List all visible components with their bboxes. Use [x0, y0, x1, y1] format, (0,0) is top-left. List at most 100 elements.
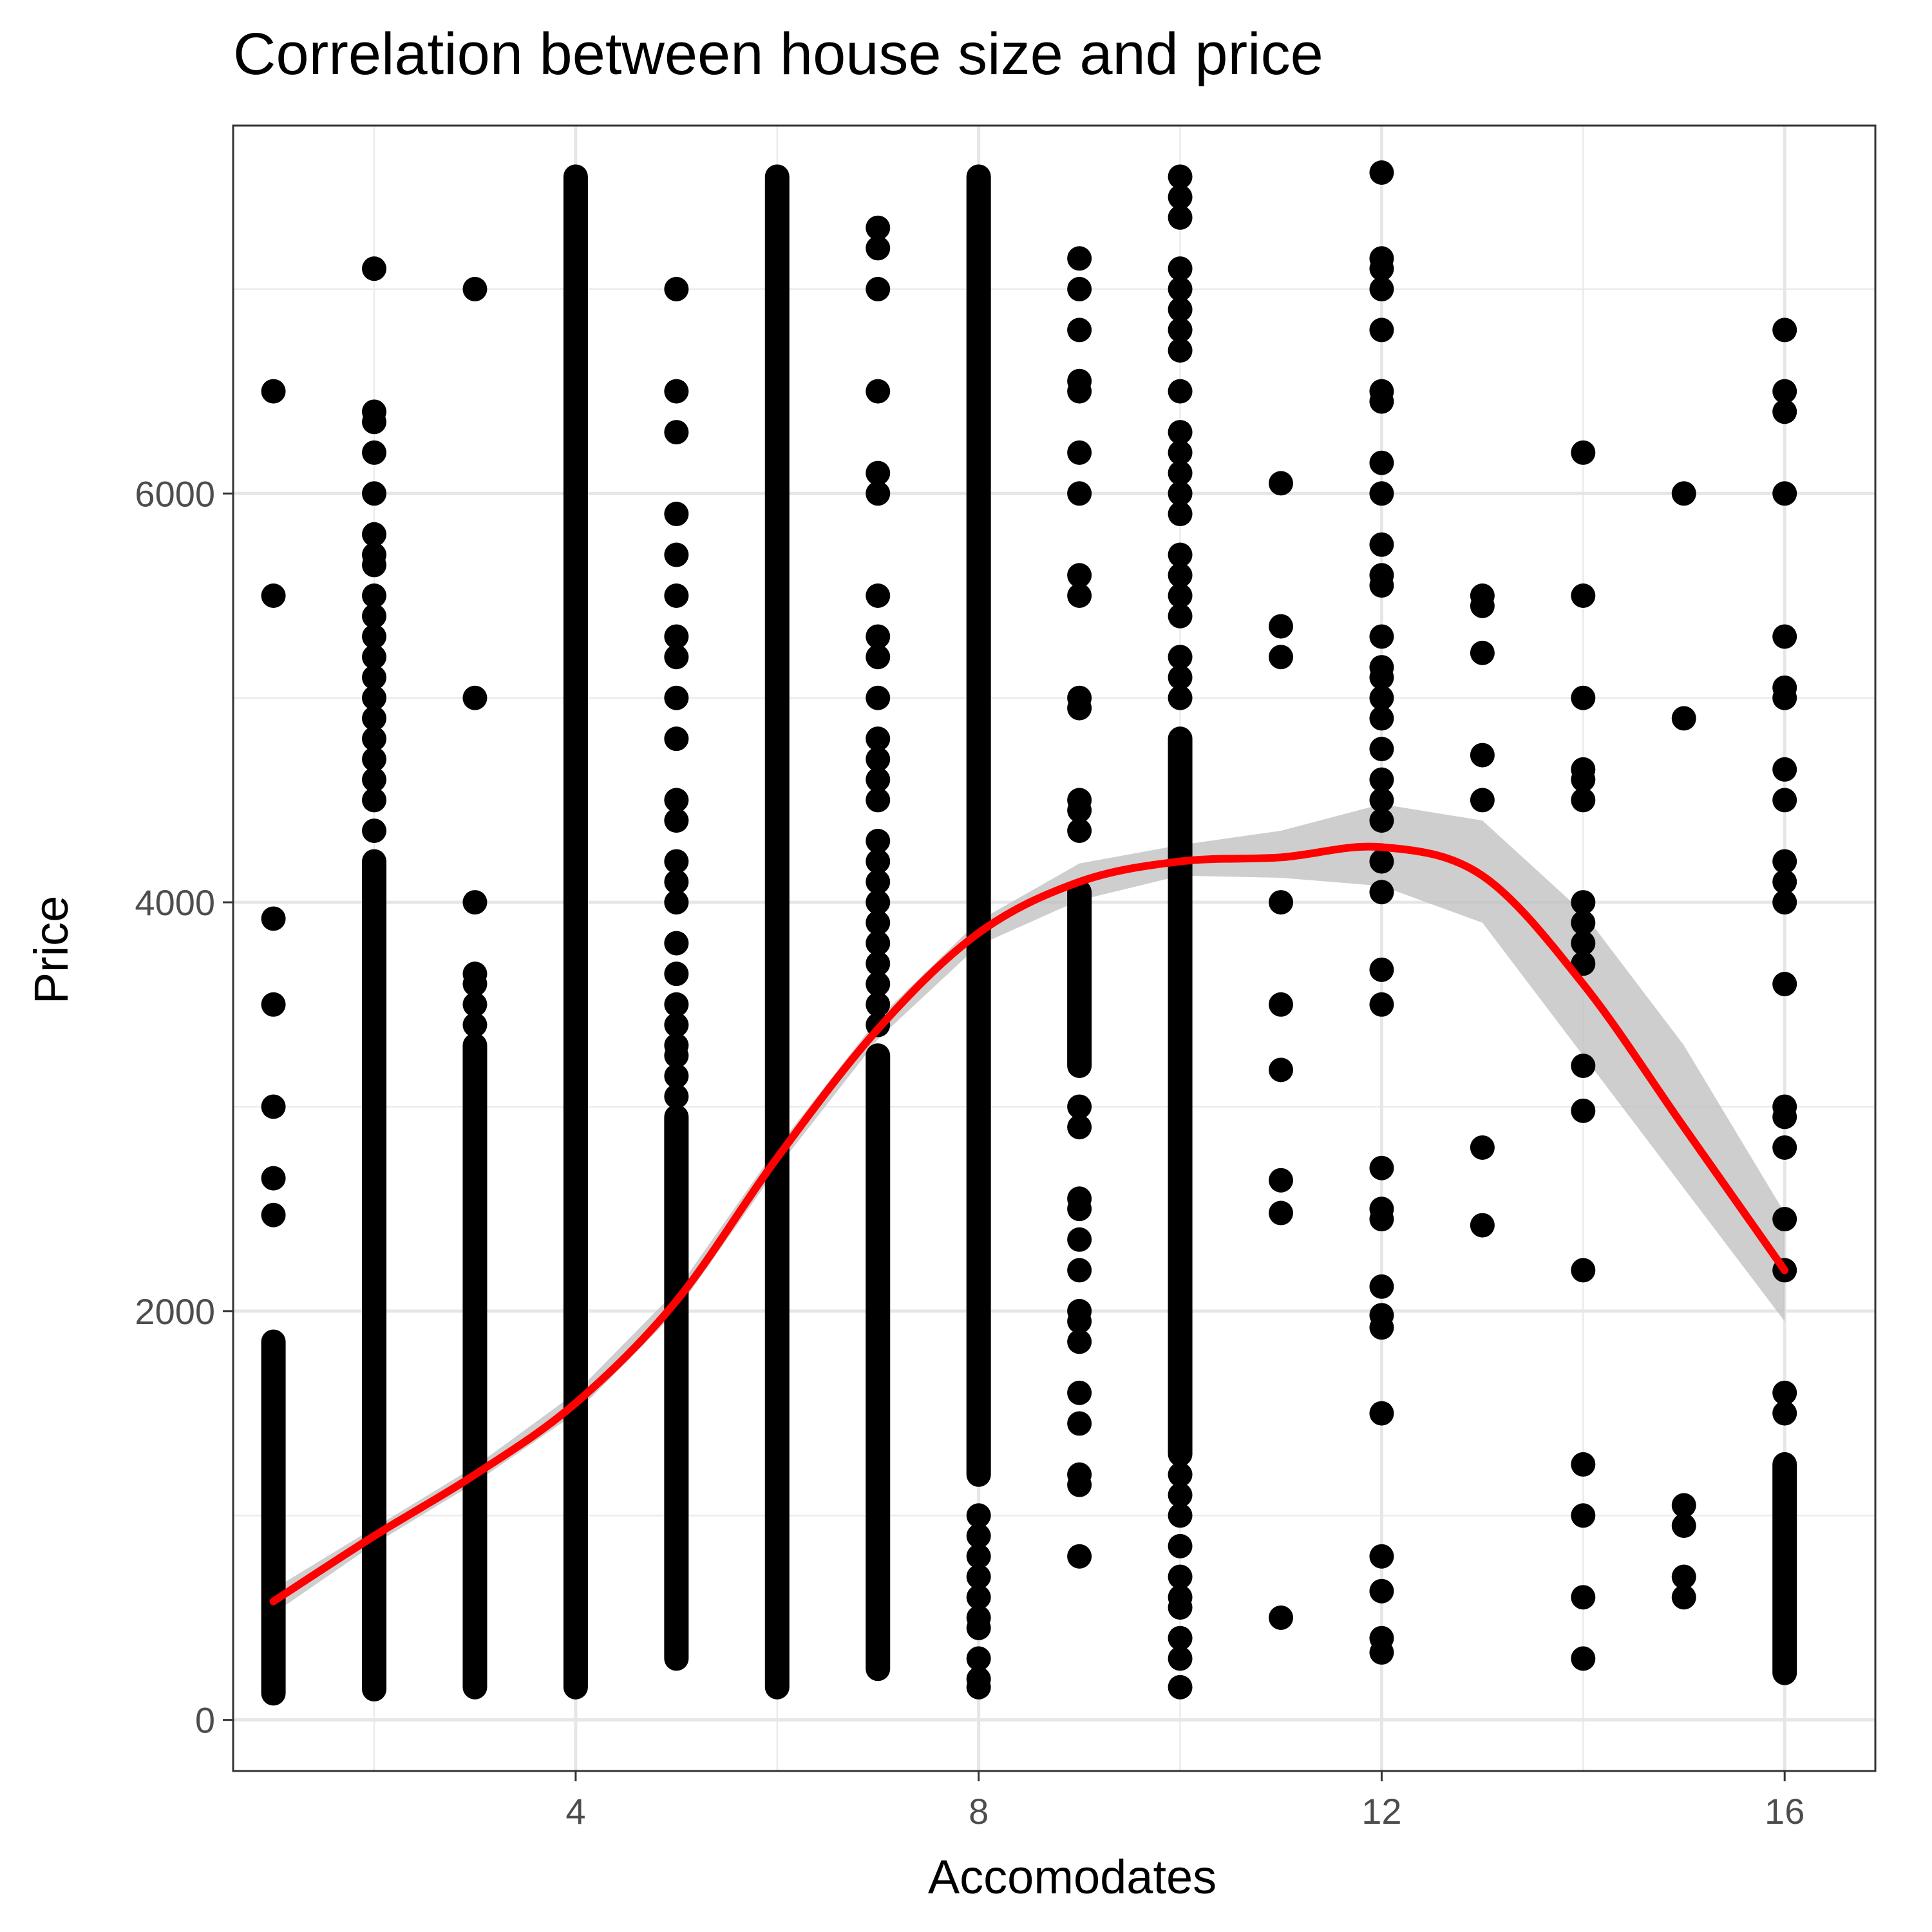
data-point — [1168, 164, 1193, 189]
data-point — [1268, 890, 1293, 915]
panel-border — [232, 124, 1877, 1772]
x-tick-label: 4 — [565, 1791, 585, 1832]
data-point — [462, 685, 488, 710]
data-point — [362, 624, 387, 649]
smooth-line — [269, 842, 1789, 1605]
data-point — [1168, 645, 1193, 670]
data-point — [1571, 931, 1596, 956]
data-point — [866, 645, 891, 670]
data-point — [1168, 481, 1193, 506]
data-point — [261, 1166, 286, 1191]
data-point — [462, 890, 488, 915]
data-point — [1067, 1298, 1092, 1323]
data-point — [1571, 757, 1596, 782]
data-point — [1571, 440, 1596, 465]
data-point — [664, 869, 689, 895]
data-point — [664, 931, 689, 956]
data-point — [1067, 481, 1092, 506]
data-point — [866, 992, 891, 1017]
data-point — [866, 726, 891, 752]
y-axis: 0 2000 4000 6000 — [135, 473, 233, 1741]
data-point — [1772, 757, 1797, 782]
data-point — [1067, 1258, 1092, 1283]
x-tick-label: 16 — [1765, 1791, 1804, 1832]
data-point — [866, 849, 891, 874]
data-point — [1369, 1401, 1394, 1426]
data-point — [1671, 1585, 1696, 1610]
data-point — [362, 522, 387, 547]
data-point — [1369, 685, 1394, 710]
data-point — [1168, 256, 1193, 281]
data-point — [362, 726, 387, 752]
data-point — [1772, 1401, 1797, 1426]
data-point — [1772, 890, 1797, 915]
y-axis-title: Price — [24, 896, 78, 1005]
data-point — [1369, 1625, 1394, 1651]
data-point — [1369, 1578, 1394, 1604]
data-point — [664, 992, 689, 1017]
data-point — [1571, 1585, 1596, 1610]
data-point — [1067, 246, 1092, 271]
data-point — [1369, 1197, 1394, 1222]
data-point — [1168, 460, 1193, 486]
data-point — [1067, 1115, 1092, 1140]
data-point — [1571, 1646, 1596, 1671]
point-cluster — [966, 164, 991, 1487]
data-point — [1772, 1135, 1797, 1160]
data-point — [1067, 1380, 1092, 1405]
data-point — [1168, 1564, 1193, 1589]
data-point — [1067, 583, 1092, 608]
data-point — [1571, 951, 1596, 976]
data-point — [866, 379, 891, 404]
data-point — [1571, 1452, 1596, 1477]
data-point — [1369, 1544, 1394, 1569]
data-point — [462, 1012, 488, 1037]
data-point — [866, 788, 891, 813]
data-point — [664, 808, 689, 833]
data-point — [866, 624, 891, 649]
data-point — [1470, 1213, 1495, 1238]
data-point — [261, 1202, 286, 1227]
data-point — [261, 1094, 286, 1119]
data-point — [866, 685, 891, 710]
data-point — [866, 215, 891, 240]
data-point — [1268, 1200, 1293, 1226]
data-point — [1571, 1503, 1596, 1528]
data-point — [966, 1605, 991, 1630]
data-point — [1369, 317, 1394, 343]
data-point — [1369, 450, 1394, 475]
x-tick-label: 12 — [1361, 1791, 1401, 1832]
point-cluster — [261, 1329, 286, 1706]
data-point — [664, 1033, 689, 1058]
data-point — [1268, 471, 1293, 496]
data-point — [362, 788, 387, 813]
data-point — [1571, 1054, 1596, 1078]
data-point — [1772, 1094, 1797, 1119]
data-point — [1772, 972, 1797, 997]
data-point — [664, 1084, 689, 1109]
data-point — [362, 819, 387, 843]
x-tick-label: 8 — [969, 1791, 989, 1832]
data-point — [1168, 502, 1193, 527]
data-point — [1369, 808, 1394, 833]
data-point — [966, 1564, 991, 1589]
data-point — [1369, 160, 1394, 185]
data-point — [261, 906, 286, 931]
data-point — [1369, 624, 1394, 649]
data-point — [1671, 1493, 1696, 1518]
data-point — [1168, 563, 1193, 588]
data-point — [664, 788, 689, 813]
data-point — [362, 767, 387, 792]
data-point — [1571, 583, 1596, 608]
y-tick-label: 2000 — [135, 1291, 215, 1332]
data-point — [1168, 1482, 1193, 1508]
data-point — [462, 276, 488, 301]
data-point — [362, 706, 387, 731]
data-point — [1268, 614, 1293, 639]
point-cluster — [462, 1033, 488, 1700]
data-point — [1369, 788, 1394, 813]
data-point — [866, 236, 891, 261]
smooth-line-group — [269, 842, 1789, 1605]
